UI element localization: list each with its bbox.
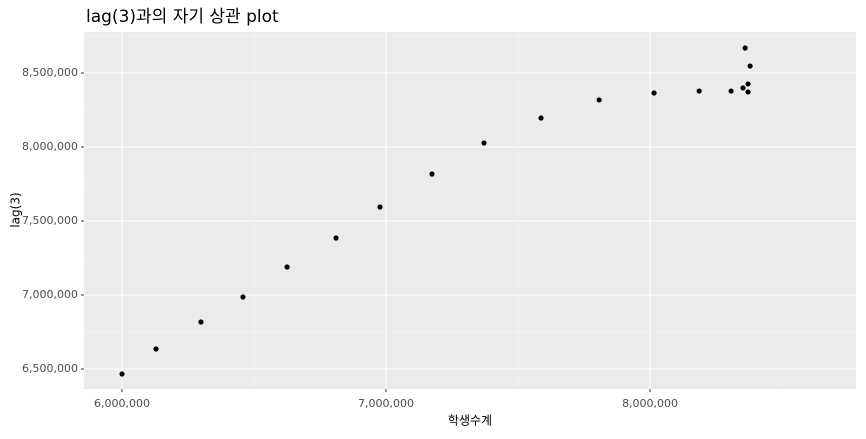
chart-title: lag(3)과의 자기 상관 plot bbox=[86, 7, 279, 27]
point bbox=[651, 90, 657, 96]
point bbox=[153, 346, 159, 352]
point bbox=[742, 45, 748, 51]
point bbox=[745, 81, 751, 87]
point bbox=[377, 204, 383, 210]
plot-panel bbox=[84, 32, 856, 389]
x-tick-label: 6,000,000 bbox=[94, 397, 150, 410]
y-tick-label: 8,000,000 bbox=[22, 140, 78, 153]
y-tick-label: 8,500,000 bbox=[22, 66, 78, 79]
point bbox=[696, 88, 702, 94]
x-tick-label: 8,000,000 bbox=[622, 397, 678, 410]
point bbox=[240, 294, 246, 300]
point bbox=[538, 115, 544, 121]
point bbox=[740, 85, 746, 91]
x-tick-label: 7,000,000 bbox=[358, 397, 414, 410]
point bbox=[429, 171, 435, 177]
point bbox=[198, 319, 204, 325]
y-tick-label: 7,500,000 bbox=[22, 214, 78, 227]
point bbox=[119, 371, 125, 377]
x-axis-label: 학생수계 bbox=[448, 414, 492, 428]
point bbox=[728, 88, 734, 94]
point bbox=[745, 89, 751, 95]
point bbox=[747, 63, 753, 69]
point bbox=[284, 264, 290, 270]
y-tick-label: 7,000,000 bbox=[22, 288, 78, 301]
y-axis-label: lag(3) bbox=[9, 192, 23, 227]
y-tick-label: 6,500,000 bbox=[22, 362, 78, 375]
point bbox=[333, 235, 339, 241]
point bbox=[596, 97, 602, 103]
point bbox=[481, 140, 487, 146]
